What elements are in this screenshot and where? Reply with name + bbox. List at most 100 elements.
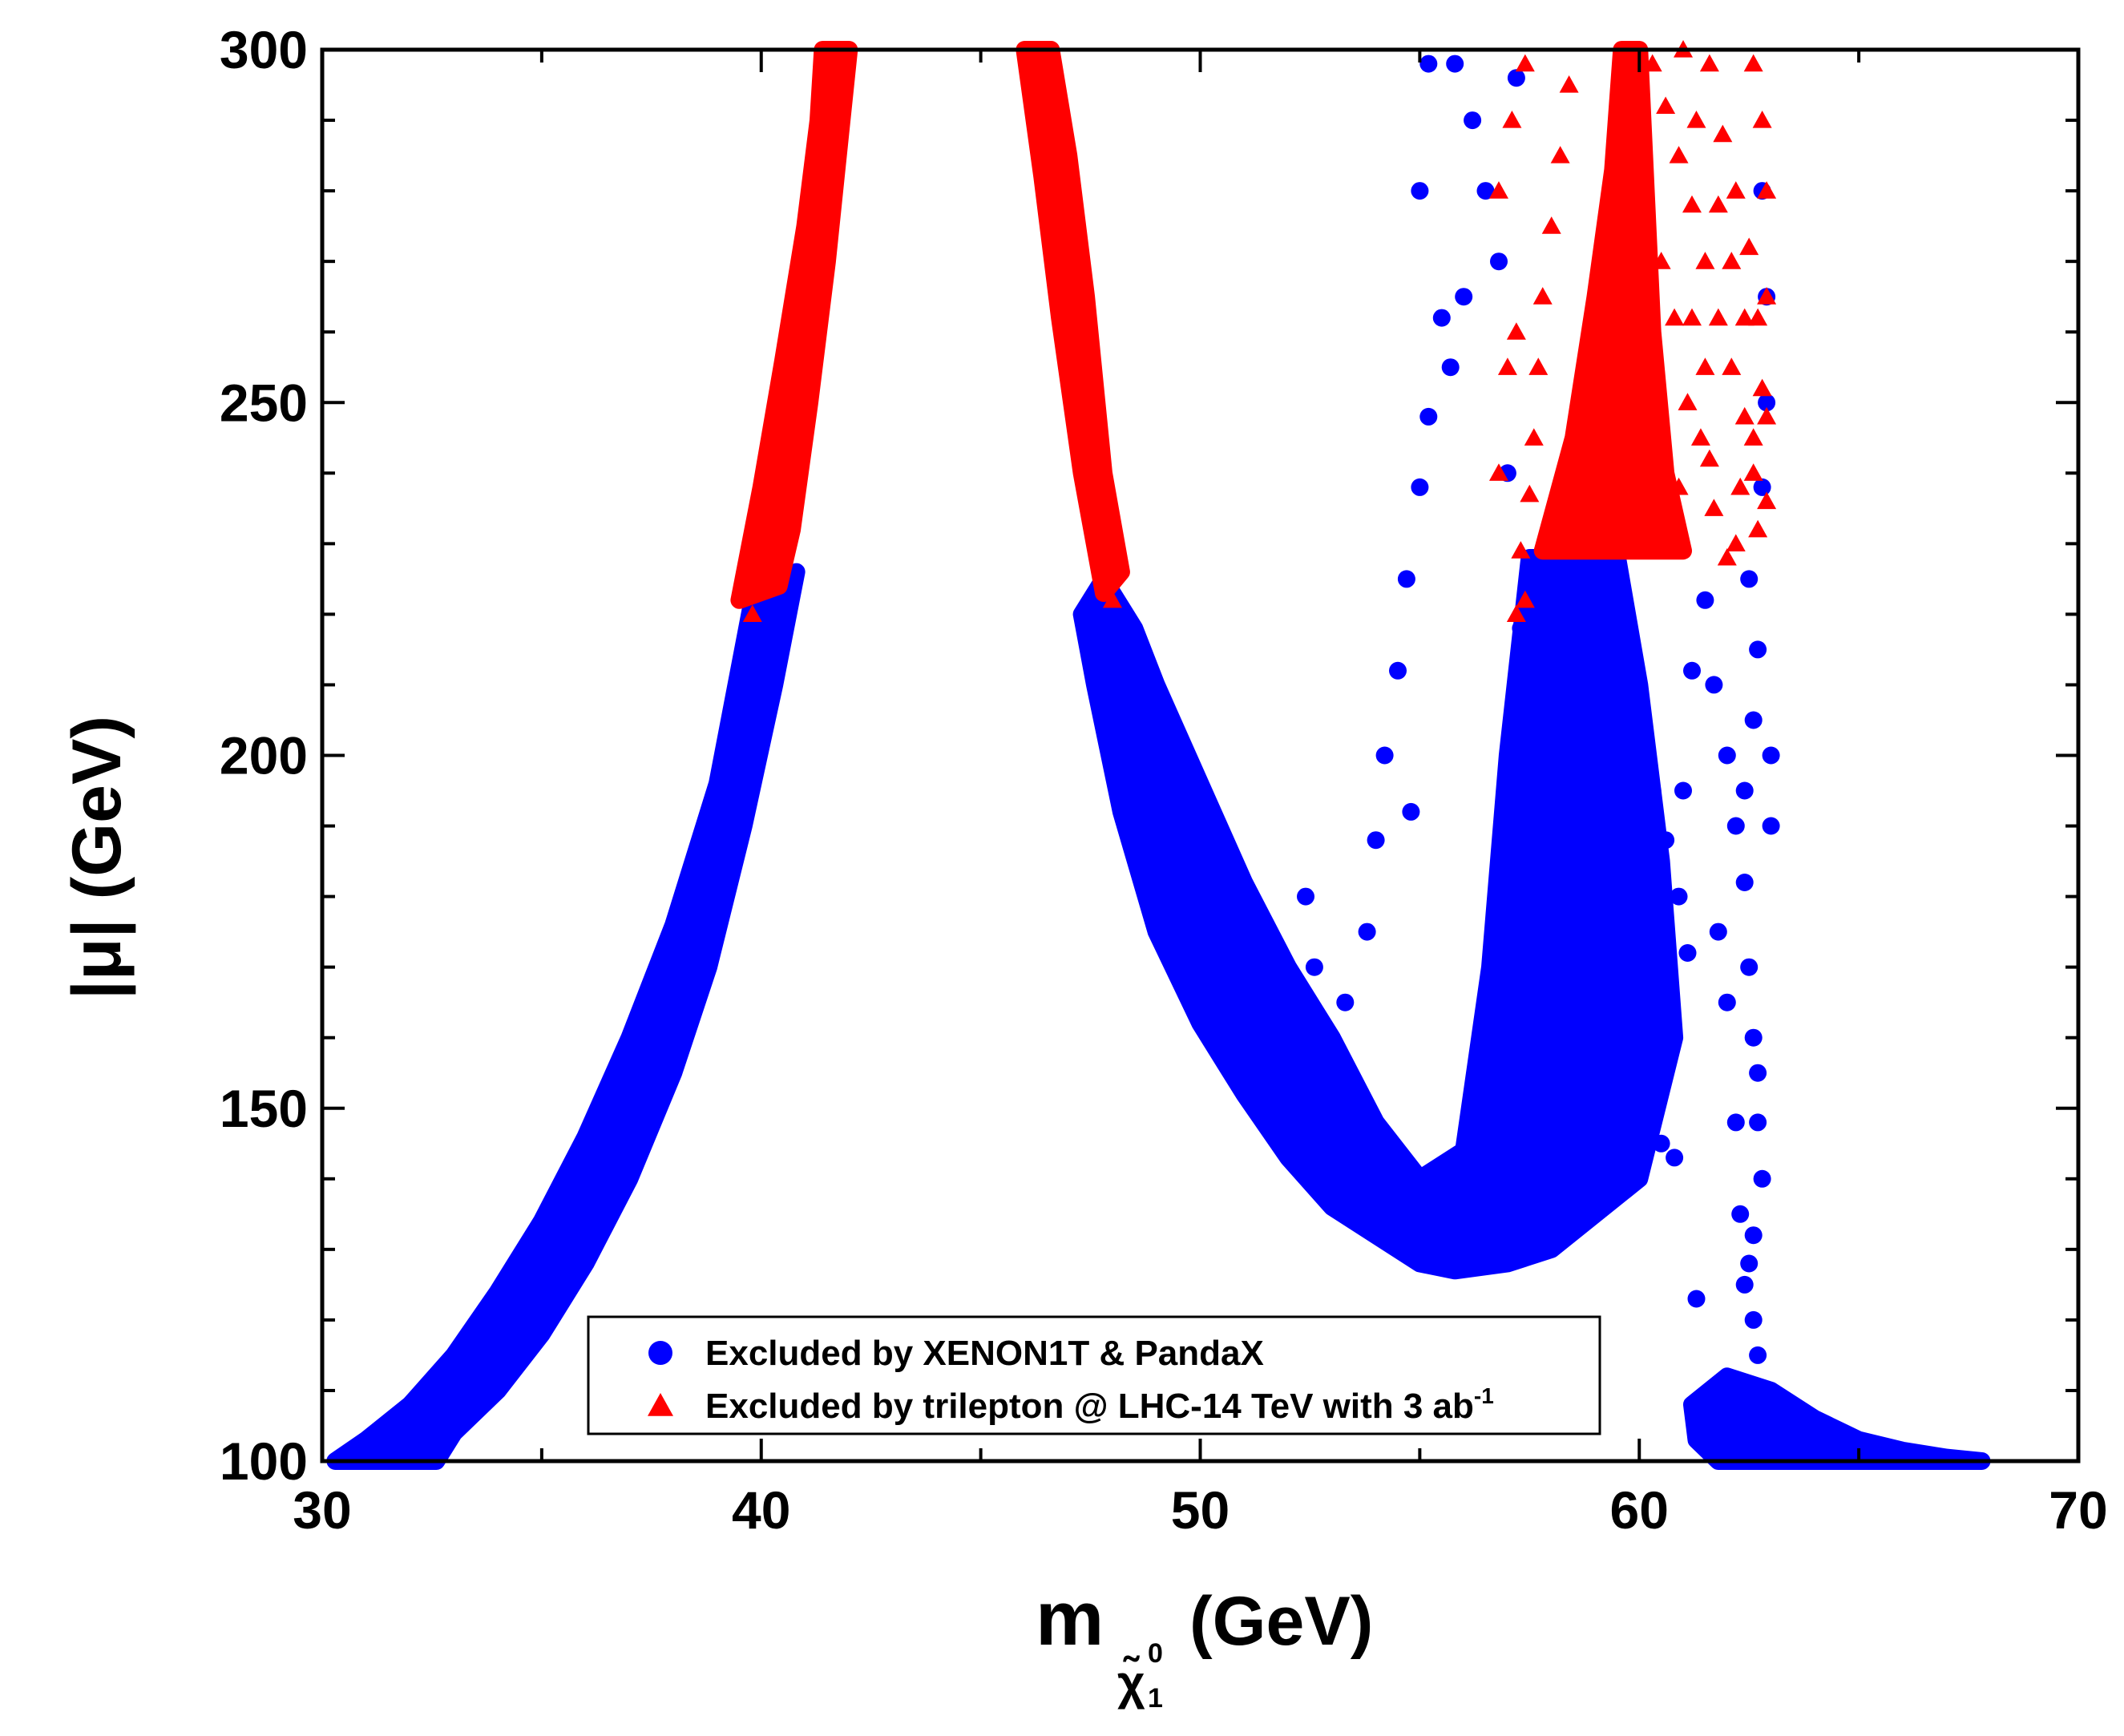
point-trilepton-31 [1717, 547, 1737, 566]
point-xenon-16 [1455, 288, 1473, 306]
point-trilepton-7 [1559, 75, 1579, 93]
point-trilepton-33 [1638, 428, 1658, 446]
series-xenon [326, 55, 1991, 1470]
point-trilepton-28 [1678, 393, 1698, 410]
point-trilepton-5 [1541, 216, 1561, 234]
x-axis-title-main: m [1036, 1576, 1104, 1661]
point-xenon-69 [1613, 640, 1631, 659]
point-xenon-62 [1753, 478, 1771, 496]
point-xenon-67 [1762, 817, 1780, 835]
point-xenon-81 [1577, 1156, 1596, 1174]
point-xenon-28 [1586, 1099, 1605, 1117]
point-xenon-38 [1696, 591, 1714, 609]
region-right-block [1533, 41, 1692, 560]
point-trilepton-43 [1752, 111, 1772, 128]
point-trilepton-9 [1506, 604, 1526, 622]
point-xenon-25 [1556, 781, 1574, 800]
point-xenon-29 [1595, 1028, 1613, 1047]
point-trilepton-23 [1734, 406, 1755, 425]
point-xenon-56 [1744, 1310, 1763, 1329]
point-trilepton-0 [1511, 541, 1531, 559]
x-tick-label-30: 30 [293, 1480, 351, 1540]
point-xenon-80 [1560, 1113, 1578, 1132]
point-xenon-14 [1490, 252, 1508, 271]
point-xenon-74 [1678, 944, 1697, 962]
y-tick-label-100: 100 [220, 1431, 308, 1491]
point-xenon-13 [1476, 182, 1495, 200]
point-xenon-4 [1389, 661, 1407, 680]
point-trilepton-6 [1550, 146, 1570, 164]
point-trilepton-47 [1734, 308, 1755, 326]
point-trilepton-40 [1739, 237, 1759, 256]
y-tick-label-200: 200 [220, 726, 308, 785]
point-xenon-58 [1735, 781, 1754, 800]
x-axis-title-sub-super: 0 [1148, 1638, 1163, 1669]
point-xenon-2 [1367, 831, 1385, 850]
point-trilepton-14 [1515, 54, 1535, 72]
point-xenon-73 [1670, 887, 1688, 906]
point-trilepton-36 [1686, 111, 1706, 128]
point-trilepton-2 [1524, 428, 1544, 446]
point-xenon-40 [1718, 746, 1736, 765]
point-trilepton-11 [1497, 357, 1517, 375]
point-trilepton-29 [1690, 428, 1710, 446]
point-trilepton-30 [1704, 499, 1724, 516]
point-xenon-70 [1625, 711, 1644, 729]
point-xenon-60 [1749, 640, 1767, 659]
point-trilepton-20 [1695, 252, 1715, 269]
point-xenon-77 [1551, 1212, 1569, 1230]
point-trilepton-8 [1515, 590, 1535, 608]
point-trilepton-51 [1682, 308, 1702, 326]
x-axis-title: m χ̃ 0 1 (GeV) [1036, 1576, 1373, 1714]
point-xenon-41 [1726, 817, 1745, 835]
x-axis-title-sub-sub: 1 [1148, 1683, 1163, 1714]
legend-label-xenon: Excluded by XENON1T & PandaX [705, 1334, 1264, 1373]
point-xenon-10 [1419, 55, 1438, 73]
region-middle-band [1072, 549, 1684, 1280]
legend-box [587, 1315, 1601, 1435]
x-axis-title-sub-symbol: χ̃ [1117, 1656, 1145, 1710]
legend-marker-xenon [648, 1341, 672, 1365]
point-xenon-7 [1419, 407, 1438, 426]
y-axis-title: |μ| (GeV) [59, 716, 135, 999]
point-xenon-59 [1744, 711, 1763, 729]
point-xenon-1 [1358, 923, 1376, 941]
point-trilepton-26 [1651, 252, 1671, 269]
point-trilepton-21 [1708, 308, 1728, 326]
point-trilepton-56 [1757, 491, 1777, 510]
point-xenon-78 [1520, 1240, 1539, 1258]
point-trilepton-3 [1528, 357, 1549, 375]
point-trilepton-22 [1722, 357, 1742, 375]
point-xenon-11 [1446, 55, 1464, 73]
point-trilepton-39 [1726, 181, 1746, 199]
region-right-tail [1683, 1367, 1991, 1470]
point-xenon-48 [1744, 1226, 1763, 1245]
point-xenon-15 [1507, 69, 1525, 87]
data-layer [326, 40, 1991, 1470]
point-xenon-61 [1740, 570, 1759, 588]
point-trilepton-46 [1757, 287, 1777, 305]
legend-marker-trilepton [648, 1393, 673, 1416]
point-xenon-82 [1591, 1184, 1609, 1202]
point-xenon-71 [1643, 781, 1662, 800]
point-trilepton-17 [1656, 96, 1676, 115]
point-trilepton-16 [1642, 54, 1662, 72]
point-xenon-12 [1464, 111, 1482, 130]
x-tick-label-40: 40 [732, 1480, 790, 1540]
axis-ticks [321, 48, 2080, 1463]
point-xenon-8 [1432, 309, 1451, 327]
point-xenon-30 [1608, 944, 1626, 962]
point-xenon-34 [1652, 1134, 1670, 1153]
point-xenon-63 [1758, 394, 1776, 412]
series-trilepton [730, 40, 1777, 622]
x-axis-title-unit: (GeV) [1189, 1583, 1373, 1660]
point-xenon-9 [1411, 182, 1429, 200]
point-xenon-42 [1735, 874, 1754, 891]
point-trilepton-50 [1695, 357, 1715, 375]
point-trilepton-24 [1743, 463, 1763, 481]
point-trilepton-1 [1520, 484, 1540, 503]
point-xenon-57 [1749, 1346, 1767, 1364]
region-left-column [730, 41, 858, 609]
point-trilepton-42 [1752, 378, 1772, 397]
